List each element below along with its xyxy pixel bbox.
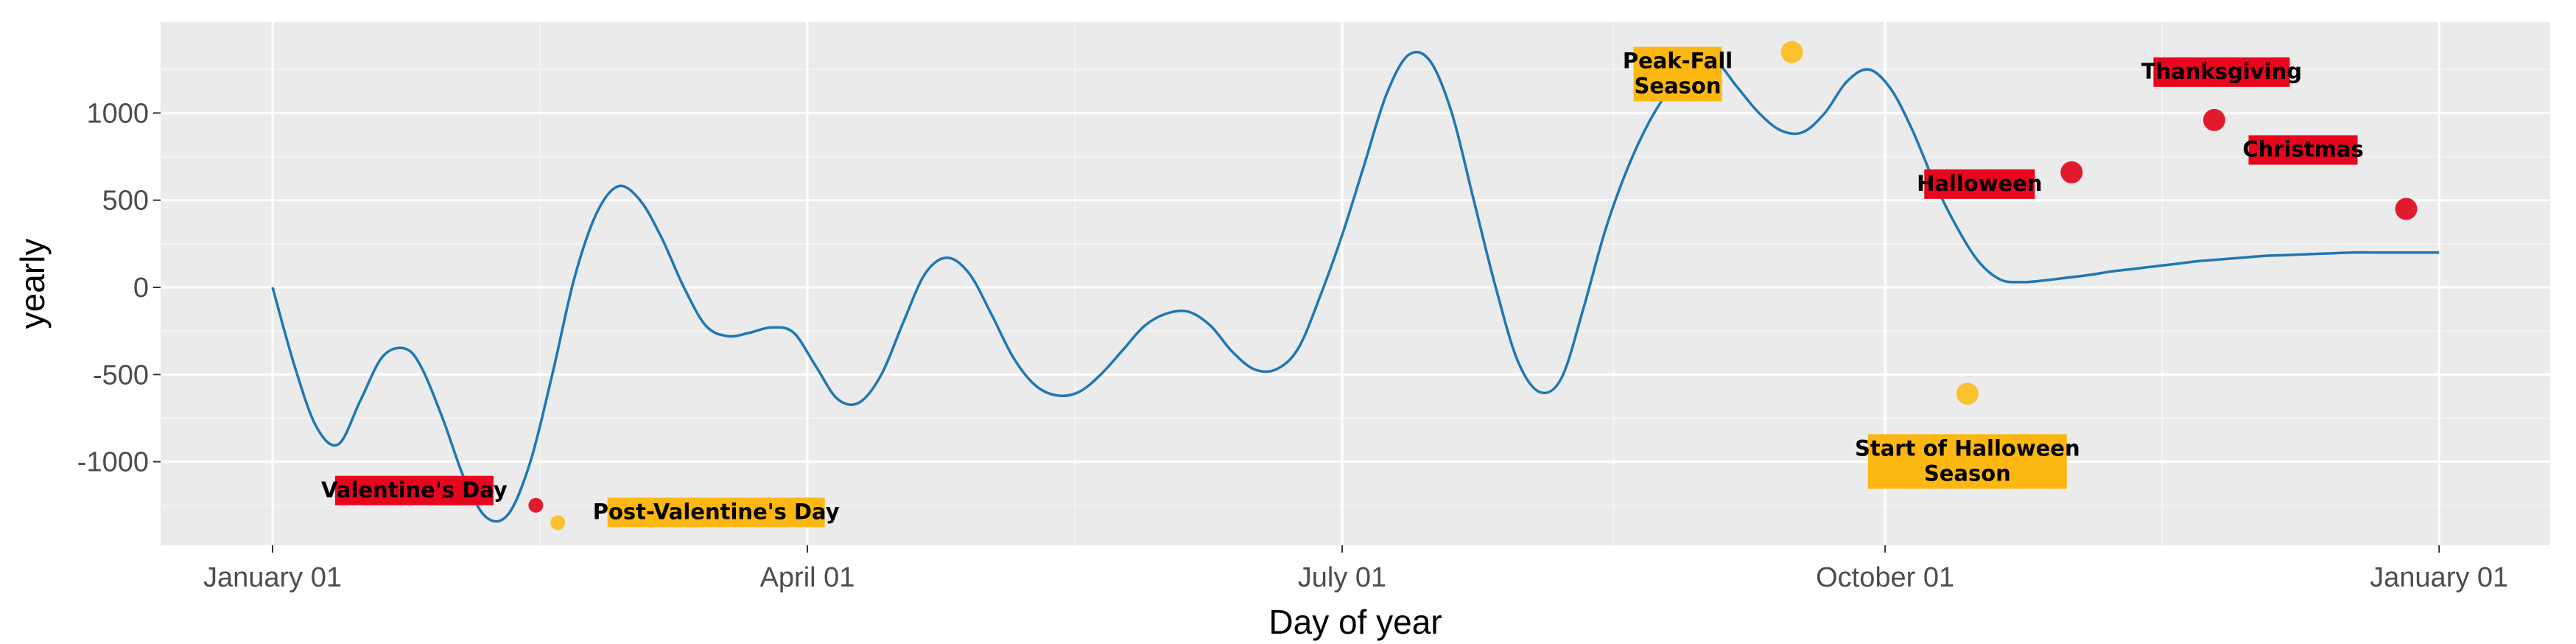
annotation-label-background — [334, 475, 494, 505]
annotation-label-text: Start of Halloween — [1855, 435, 2080, 461]
annotation-marker — [2395, 197, 2418, 220]
x-tick-label: July 01 — [1298, 562, 1386, 593]
y-tick-label: 500 — [102, 186, 149, 217]
annotation-label-text: Peak-Fall — [1623, 49, 1733, 74]
annotation-marker — [550, 515, 566, 531]
annotation-label: Valentine's Day — [321, 475, 508, 505]
annotation-label-background — [1867, 434, 2067, 489]
y-tick-label: 0 — [133, 273, 149, 304]
x-axis-title: Day of year — [1268, 603, 1442, 641]
x-tick-label: October 01 — [1816, 562, 1954, 593]
annotation-label-background — [2153, 57, 2290, 87]
annotation-marker — [2060, 161, 2083, 183]
annotation-marker — [2203, 108, 2225, 131]
annotation-label: Halloween — [1917, 169, 2042, 199]
annotation-label-background — [1924, 169, 2035, 199]
plot-panel — [161, 22, 2550, 545]
y-tick-label: -1000 — [77, 447, 149, 478]
major-gridlines — [161, 22, 2550, 545]
annotation-label-text: Season — [1924, 461, 2011, 486]
x-tick-label: April 01 — [760, 562, 855, 593]
annotation-marker — [1956, 382, 1979, 405]
annotation-label: Christmas — [2242, 135, 2364, 165]
annotation-marker — [1780, 41, 1803, 63]
x-tick-label: January 01 — [2370, 562, 2508, 593]
annotation-label-text: Halloween — [1917, 171, 2042, 196]
annotation-label-background — [607, 497, 825, 528]
annotation-label: Post-Valentine's Day — [593, 497, 840, 528]
yearly-series-line — [271, 50, 2440, 523]
y-axis-tick-labels: -1000 -500 0 500 1000 — [77, 98, 149, 477]
x-tick-label: January 01 — [203, 562, 342, 593]
annotation-label-text: Thanksgiving — [2141, 59, 2302, 84]
minor-gridlines — [161, 22, 2550, 545]
axis-tick-marks — [153, 112, 2440, 553]
x-axis-tick-labels: January 01 April 01 July 01 October 01 Janua… — [203, 562, 2508, 593]
annotation-label: Thanksgiving — [2141, 57, 2302, 87]
annotation-label-text: Christmas — [2242, 137, 2363, 162]
y-tick-label: -500 — [93, 360, 149, 391]
annotation-label-text: Season — [1635, 74, 1722, 99]
annotation-label-text: Valentine's Day — [321, 477, 508, 503]
annotation-markers — [528, 41, 2418, 531]
annotation-label-background — [1633, 46, 1722, 102]
annotation-labels: Valentine's Day Post-Valentine's Day Peak-… — [321, 46, 2364, 528]
annotation-marker — [528, 497, 544, 513]
y-axis-title: yearly — [13, 239, 52, 329]
annotation-label-text: Post-Valentine's Day — [593, 499, 840, 524]
y-tick-label: 1000 — [86, 98, 149, 129]
annotation-label-background — [2248, 135, 2358, 165]
